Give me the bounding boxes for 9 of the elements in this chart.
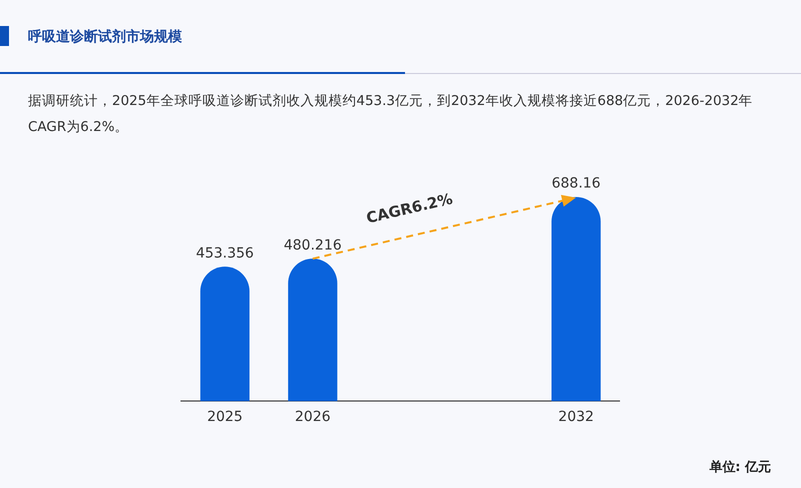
text: 单位: 亿元 [709, 459, 771, 476]
data-label: 688.16 [552, 176, 601, 192]
x-tick-label: 2025 [207, 409, 243, 426]
x-tick-label: 2026 [294, 409, 331, 426]
data-label: 453.356 [196, 245, 254, 262]
chart-subtitle: 据调研统计，2025年全球呼吸道诊断试剂收入规模约453.3亿元，到2032年收入规模将接近688亿元，2026-2032年CAGR为6.2%。 [28, 92, 754, 137]
chart-title: 呼吸道诊断试剂市场规模 [28, 28, 182, 46]
data-label: 480.216 [284, 237, 342, 254]
x-tick-label: 2032 [558, 409, 594, 426]
